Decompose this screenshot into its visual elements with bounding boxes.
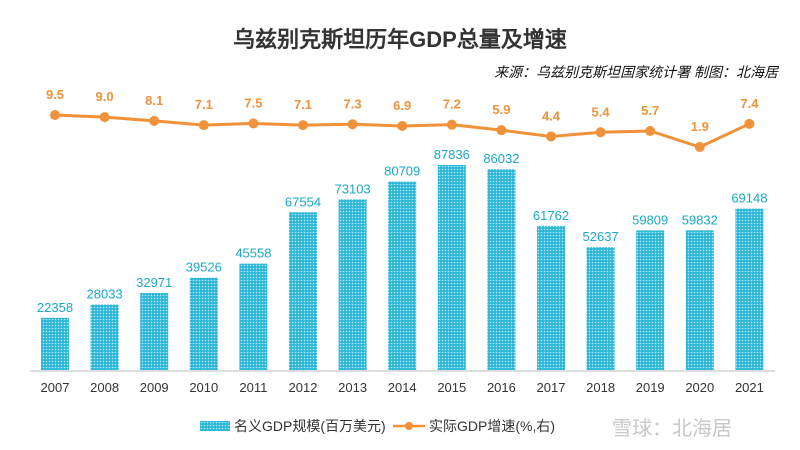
bar-label-2010: 39526 (186, 260, 222, 275)
bar-label-2021: 69148 (731, 191, 767, 206)
bar-2009 (140, 293, 169, 370)
growth-label-2015: 7.2 (443, 97, 461, 112)
chart-title: 乌兹别克斯坦历年GDP总量及增速 (233, 27, 567, 52)
bar-2017 (537, 225, 565, 370)
bar-2020 (685, 230, 714, 370)
bar-2011 (239, 263, 268, 370)
x-tick-2009: 2009 (140, 380, 169, 395)
watermark: 雪球：北海居 (612, 418, 732, 440)
bar-label-2014: 80709 (384, 164, 420, 179)
bar-label-2013: 73103 (335, 181, 371, 196)
growth-label-2011: 7.5 (244, 95, 262, 110)
x-tick-2020: 2020 (685, 380, 714, 395)
x-tick-2007: 2007 (41, 380, 70, 395)
bar-2012 (289, 212, 317, 370)
growth-label-2014: 6.9 (393, 98, 411, 113)
x-tick-2008: 2008 (90, 380, 119, 395)
bar-label-2011: 45558 (235, 246, 271, 261)
growth-point-2014 (397, 120, 408, 131)
bar-label-2007: 22358 (37, 300, 73, 315)
bar-label-2019: 59809 (632, 212, 668, 227)
chart-subtitle: 来源：乌兹别克斯坦国家统计署 制图：北海居 (494, 64, 778, 80)
bar-2014 (388, 181, 417, 370)
x-tick-2010: 2010 (189, 380, 218, 395)
x-tick-2012: 2012 (289, 380, 318, 395)
growth-label-2013: 7.3 (344, 96, 362, 111)
growth-point-2013 (347, 119, 358, 130)
bar-2021 (735, 208, 764, 370)
x-tick-2013: 2013 (338, 380, 367, 395)
growth-point-2016 (496, 125, 507, 136)
growth-label-2008: 9.0 (96, 89, 114, 104)
x-tick-2017: 2017 (537, 380, 566, 395)
bar-label-2018: 52637 (583, 229, 619, 244)
bar-label-2017: 61762 (533, 208, 569, 223)
growth-point-2008 (99, 112, 110, 123)
growth-point-2020 (694, 141, 705, 152)
growth-label-2019: 5.7 (641, 103, 659, 118)
growth-point-2012 (298, 120, 308, 131)
growth-point-2015 (446, 119, 457, 130)
bar-2018 (586, 247, 615, 370)
growth-point-2009 (149, 115, 160, 126)
growth-point-2018 (595, 127, 606, 138)
bar-label-2012: 67554 (285, 194, 321, 209)
legend-item-gdp: 名义GDP规模(百万美元) (200, 416, 386, 436)
bar-2013 (338, 199, 367, 370)
bar-label-2016: 86032 (483, 151, 519, 166)
growth-point-2019 (645, 125, 656, 136)
bar-2010 (189, 277, 218, 370)
growth-label-2018: 5.4 (592, 104, 611, 119)
legend-item-growth: 实际GDP增速(%,右) (393, 416, 555, 436)
growth-label-2020: 1.9 (691, 119, 709, 134)
bar-label-2020: 59832 (682, 212, 718, 227)
x-tick-2021: 2021 (735, 380, 764, 395)
x-tick-2019: 2019 (636, 380, 665, 395)
growth-point-2017 (546, 131, 556, 142)
x-tick-2016: 2016 (487, 380, 516, 395)
legend-label: 名义GDP规模(百万美元) (234, 418, 386, 434)
bar-label-2009: 32971 (136, 275, 172, 290)
x-tick-2018: 2018 (586, 380, 615, 395)
growth-point-2011 (248, 118, 259, 129)
bar-2019 (636, 230, 665, 370)
legend-label: 实际GDP增速(%,右) (429, 418, 555, 434)
bar-2016 (487, 169, 516, 370)
growth-label-2007: 9.5 (46, 87, 64, 102)
bar-2008 (90, 304, 119, 370)
growth-point-2021 (744, 118, 755, 129)
growth-label-2016: 5.9 (492, 102, 510, 117)
bar-label-2015: 87836 (434, 147, 470, 162)
growth-label-2012: 7.1 (294, 97, 312, 112)
x-tick-2011: 2011 (239, 380, 267, 395)
growth-label-2021: 7.4 (740, 96, 759, 111)
growth-label-2009: 8.1 (145, 93, 163, 108)
bar-2015 (437, 164, 466, 370)
growth-label-2017: 4.4 (542, 108, 561, 123)
x-tick-2015: 2015 (437, 380, 466, 395)
x-tick-2014: 2014 (388, 380, 417, 395)
bar-label-2008: 28033 (87, 287, 123, 302)
growth-label-2010: 7.1 (195, 97, 213, 112)
growth-point-2007 (50, 110, 60, 120)
growth-point-2010 (198, 120, 209, 131)
bar-2007 (41, 317, 69, 370)
